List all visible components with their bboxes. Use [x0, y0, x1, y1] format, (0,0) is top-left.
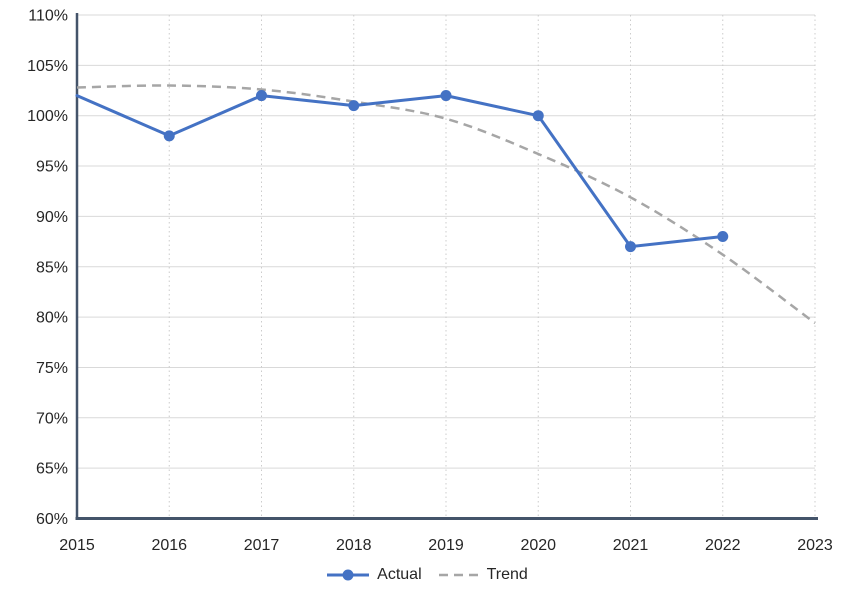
legend-label-trend: Trend: [486, 566, 528, 583]
y-axis-tick-label: 85%: [36, 259, 68, 276]
y-axis-tick-label: 80%: [36, 310, 68, 327]
legend-label-actual: Actual: [377, 566, 422, 583]
x-axis-tick-label: 2016: [151, 537, 187, 554]
y-axis-tick-label: 75%: [36, 360, 68, 377]
x-axis-tick-label: 2017: [244, 537, 280, 554]
y-axis-tick-label: 70%: [36, 410, 68, 427]
x-axis-tick-label: 2019: [428, 537, 464, 554]
actual-data-point-marker: [163, 130, 175, 142]
trend-series-line: [76, 84, 816, 325]
trend-series-legend-glyph: [438, 573, 479, 577]
legend-item-trend: Trend: [438, 566, 528, 584]
legend-item-actual: Actual: [326, 566, 422, 584]
actual-data-point-marker: [256, 90, 267, 102]
x-axis-tick-label: 2023: [797, 537, 833, 554]
x-axis-tick-label: 2022: [705, 537, 741, 554]
x-axis-tick-label: 2021: [613, 537, 649, 554]
actual-data-point-marker: [717, 231, 729, 243]
y-axis-tick-label: 110%: [28, 8, 68, 25]
y-axis-tick-label: 65%: [36, 461, 68, 478]
actual-series-legend-glyph: [327, 569, 370, 581]
y-axis-tick-label: 105%: [27, 58, 68, 75]
x-axis-tick-label: 2015: [59, 537, 95, 554]
plot-area: 110% 105% 100% 95% 90% 85% 80% 75% 70% 65% 60% 2015…: [27, 8, 833, 555]
actual-data-point-marker: [625, 241, 636, 253]
y-axis-tick-label: 100%: [27, 108, 68, 125]
y-axis-tick-label: 60%: [36, 511, 68, 528]
x-axis-tick-label: 2020: [520, 537, 556, 554]
actual-series-line: [75, 94, 725, 249]
actual-data-point-marker: [532, 110, 544, 122]
legend: Actual Trend: [0, 566, 854, 584]
y-axis-tick-label: 90%: [36, 209, 68, 226]
x-axis-tick-label: 2018: [336, 537, 372, 554]
y-axis-tick-label: 95%: [36, 159, 68, 176]
actual-data-point-marker: [440, 90, 452, 102]
actual-data-point-marker: [348, 100, 360, 112]
